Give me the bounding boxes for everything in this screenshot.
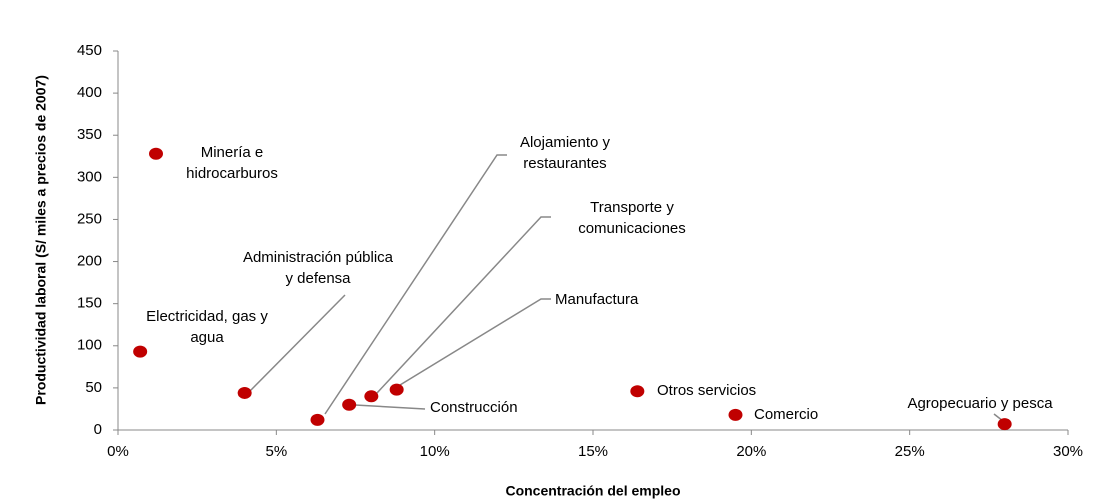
point [237,386,252,399]
x-tick-label: 20% [736,443,766,460]
point-label: Manufactura [555,291,639,308]
point-label: Agropecuario y pesca [907,395,1053,412]
point-label: Transporte y [590,199,674,216]
x-tick-label: 0% [107,443,129,460]
y-tick-label: 50 [85,379,102,396]
leader-line [376,216,551,394]
point-label: Administración pública [243,249,394,266]
point-label: Comercio [754,406,818,423]
y-tick-label: 350 [77,126,102,143]
y-tick-label: 100 [77,337,102,354]
point-label: restaurantes [523,155,606,172]
point-label: hidrocarburos [186,165,278,182]
x-tick-label: 25% [895,443,925,460]
leader-line [399,298,551,386]
x-tick-label: 10% [420,443,450,460]
point [149,147,163,160]
point [389,383,404,396]
y-tick-label: 400 [77,84,102,101]
point [997,418,1012,431]
x-axis-title: Concentración del empleo [505,483,680,499]
y-tick-label: 300 [77,168,102,185]
point [342,398,357,411]
point [630,385,645,398]
y-tick-label: 450 [77,42,102,59]
point-label: Otros servicios [657,382,756,399]
point-label: Alojamiento y [520,134,611,151]
y-tick-label: 250 [77,210,102,227]
point-label: agua [190,329,224,346]
point-label: Minería e [201,144,264,161]
point-label: comunicaciones [578,220,686,237]
point-label: y defensa [285,270,351,287]
point-label: Construcción [430,399,518,416]
leader-line [249,294,346,392]
x-tick-label: 5% [265,443,287,460]
point [310,413,325,426]
point-label: Electricidad, gas y [146,308,268,325]
leader-line [324,154,507,415]
y-axis-title: Productividad laboral (S/ miles a precio… [33,75,49,405]
leader-line [354,404,426,410]
point [133,345,148,358]
point [364,390,379,403]
x-tick-label: 30% [1053,443,1083,460]
y-tick-label: 0 [94,421,102,438]
y-tick-label: 200 [77,253,102,270]
y-tick-label: 150 [77,295,102,312]
point [728,408,743,421]
x-tick-label: 15% [578,443,608,460]
